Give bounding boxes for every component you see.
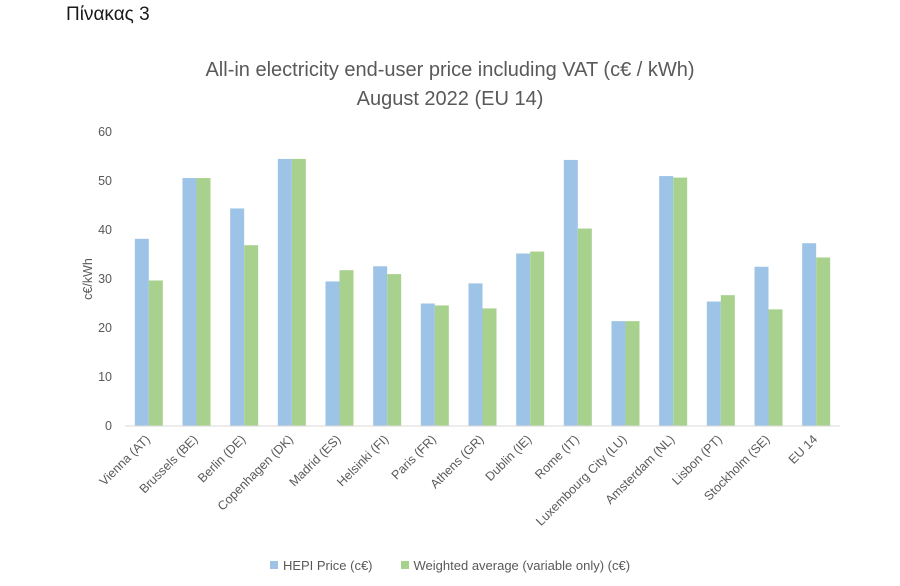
x-tick-label: Paris (FR) <box>389 432 439 482</box>
y-tick-label: 40 <box>98 223 112 237</box>
bar-hepi <box>659 176 674 426</box>
chart-subtitle: August 2022 (EU 14) <box>356 88 544 110</box>
bar-hepi <box>611 321 626 426</box>
x-tick-label: Helsinki (FI) <box>334 432 391 489</box>
legend-item: Weighted average (variable only) (c€) <box>400 557 631 573</box>
bar-weighted <box>244 245 259 426</box>
bar-hepi <box>277 158 292 426</box>
legend-label: HEPI Price (c€) <box>282 557 373 573</box>
legend-swatch <box>269 561 278 569</box>
y-tick-label: 10 <box>98 370 112 384</box>
y-axis-label: c€/kWh <box>81 258 95 300</box>
legend: HEPI Price (c€) Weighted average (variabl… <box>0 557 900 573</box>
bar-weighted <box>768 309 783 426</box>
bar-weighted <box>434 305 449 426</box>
bar-hepi <box>706 301 721 426</box>
x-tick-label: Luxembourg City (LU) <box>533 432 629 528</box>
bar-hepi <box>802 243 817 426</box>
bar-hepi <box>563 159 578 426</box>
bar-hepi <box>325 281 340 426</box>
bar-weighted <box>482 308 497 426</box>
bar-weighted <box>339 270 354 426</box>
bar-hepi <box>134 238 149 426</box>
y-tick-label: 50 <box>98 174 112 188</box>
legend-swatch <box>400 561 409 569</box>
bar-hepi <box>230 208 245 426</box>
y-tick-label: 20 <box>98 321 112 335</box>
legend-label: Weighted average (variable only) (c€) <box>413 557 631 573</box>
bar-weighted <box>625 321 640 426</box>
y-tick-label: 30 <box>98 272 112 286</box>
bar-hepi <box>420 303 435 426</box>
x-tick-label: Dublin (IE) <box>483 432 535 484</box>
bar-weighted <box>196 178 211 426</box>
bar-hepi <box>754 266 769 426</box>
bar-hepi <box>182 178 197 426</box>
bar-weighted <box>673 177 688 426</box>
bar-weighted <box>720 295 735 426</box>
bar-hepi <box>373 266 388 426</box>
bar-weighted <box>577 228 592 426</box>
bar-weighted <box>291 158 306 426</box>
chart-title: All-in electricity end-user price includ… <box>205 59 695 81</box>
bar-weighted <box>530 251 545 426</box>
x-tick-label: Rome (IT) <box>532 432 582 482</box>
bar-weighted <box>387 274 402 426</box>
bar-weighted <box>816 257 831 426</box>
x-tick-label: EU 14 <box>786 432 820 466</box>
bar-hepi <box>468 283 483 426</box>
bar-hepi <box>516 253 531 426</box>
legend-item: HEPI Price (c€) <box>269 557 373 573</box>
caption: Πίνακας 3 <box>66 4 150 25</box>
y-tick-label: 60 <box>98 125 112 139</box>
y-tick-label: 0 <box>105 419 112 433</box>
bar-weighted <box>148 280 163 426</box>
